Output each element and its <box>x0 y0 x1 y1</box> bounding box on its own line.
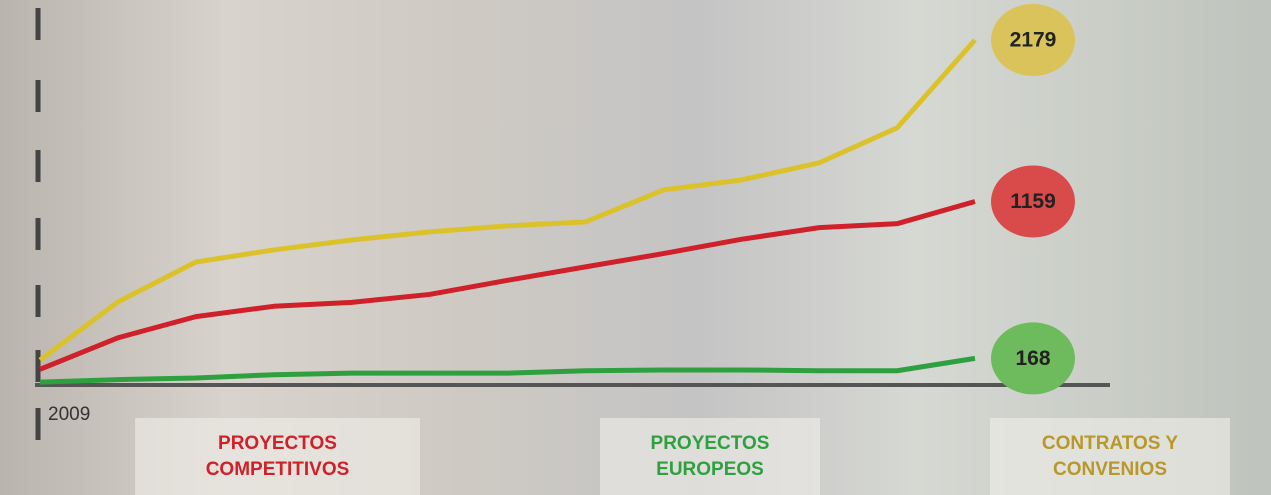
data-label: 2179 <box>1010 29 1057 52</box>
legend-item: CONTRATOS Y CONVENIOS <box>990 418 1230 495</box>
legend-item: PROYECTOS EUROPEOS <box>600 418 820 495</box>
end-bubble <box>991 322 1075 395</box>
legend-label: PROYECTOS EUROPEOS <box>650 432 770 480</box>
end-bubble <box>991 165 1075 238</box>
x-tick-label: 2009 <box>48 404 90 425</box>
legend-label: PROYECTOS COMPETITIVOS <box>205 432 350 480</box>
data-label: 168 <box>1015 347 1050 370</box>
line <box>39 199 976 372</box>
legend-label: CONTRATOS Y CONVENIOS <box>1041 432 1179 480</box>
legend-item: PROYECTOS COMPETITIVOS <box>135 418 420 495</box>
line <box>39 355 976 385</box>
end-bubble <box>991 3 1075 76</box>
data-label: 1159 <box>1010 190 1056 213</box>
line <box>38 38 977 362</box>
